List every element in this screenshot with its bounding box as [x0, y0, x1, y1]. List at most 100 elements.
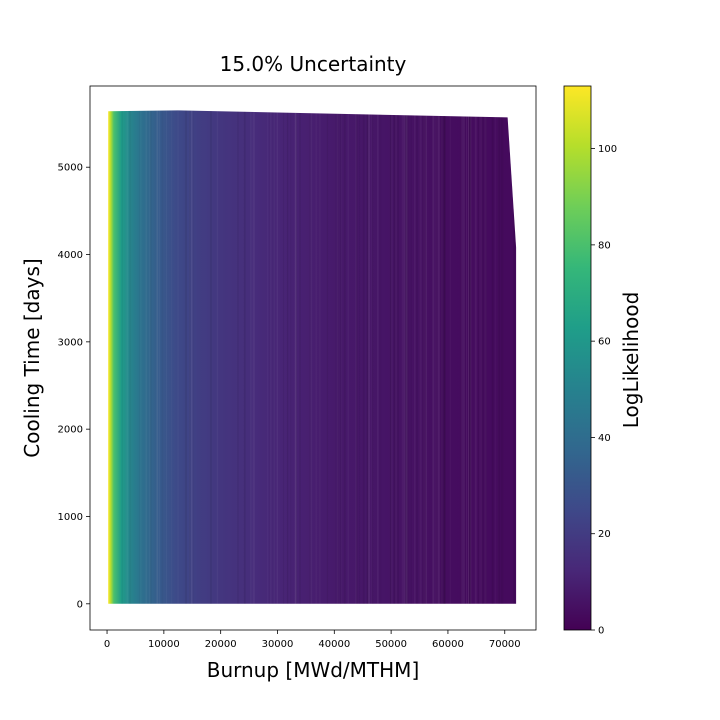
streak-texture [319, 86, 320, 630]
x-axis-label: Burnup [MWd/MTHM] [207, 658, 420, 682]
x-tick-label: 50000 [375, 639, 407, 650]
streak-texture [358, 110, 361, 604]
streak-texture [405, 86, 407, 630]
streak-texture [440, 86, 441, 630]
colorbar-gradient [563, 85, 592, 631]
streak-texture [299, 110, 301, 604]
streak-texture [339, 110, 342, 604]
streak-texture [481, 110, 484, 604]
streak-texture [435, 110, 437, 604]
streak-texture [309, 86, 311, 630]
streak-texture [362, 110, 365, 604]
streak-texture [392, 110, 394, 604]
streak-texture [469, 110, 471, 604]
y-axis: 0 1000 2000 3000 4000 5000 [58, 163, 90, 610]
streak-texture [267, 86, 268, 630]
x-tick-label: 0 [104, 639, 110, 650]
streak-texture [466, 110, 467, 604]
streak-texture [343, 110, 346, 604]
streak-texture [254, 110, 255, 604]
streak-texture [484, 110, 487, 604]
streak-texture [441, 110, 443, 604]
streak-texture [432, 110, 435, 604]
streak-texture [437, 110, 440, 604]
x-tick-label: 10000 [148, 639, 180, 650]
streak-texture [159, 110, 160, 604]
colorbar-tick-label: 80 [598, 240, 611, 251]
streak-texture [397, 110, 399, 604]
streak-texture [484, 110, 487, 604]
streak-texture [126, 86, 127, 630]
streak-texture [189, 110, 191, 604]
streak-texture [109, 86, 110, 630]
colorbar: 0 20 40 60 80 100 LogLikelihood [563, 85, 643, 637]
streak-texture [425, 110, 426, 604]
streak-texture [337, 86, 338, 630]
streak-texture [210, 110, 212, 604]
streak-texture [250, 110, 252, 604]
streak-texture [468, 110, 470, 604]
streak-texture [272, 86, 274, 630]
streak-texture [244, 110, 246, 604]
streak-texture [468, 110, 469, 604]
x-tick-label: 20000 [205, 639, 237, 650]
streak-texture [326, 110, 329, 604]
streak-texture [461, 110, 464, 604]
streak-texture [141, 86, 142, 630]
streak-texture [145, 110, 148, 604]
streak-texture [171, 86, 172, 630]
streak-texture [347, 110, 349, 604]
streak-texture [177, 110, 179, 604]
streak-texture [269, 86, 270, 630]
streak-texture [497, 110, 500, 604]
streak-texture [130, 110, 132, 604]
streak-texture [184, 110, 187, 604]
streak-texture [162, 86, 164, 630]
y-axis-label: Cooling Time [days] [20, 258, 44, 457]
likelihood-streaks [109, 86, 515, 630]
plot-area [89, 85, 537, 631]
streak-texture [414, 110, 416, 604]
streak-texture [295, 110, 297, 604]
likelihood-region [108, 110, 517, 604]
y-tick-label: 0 [77, 599, 83, 610]
colorbar-tick-label: 100 [598, 144, 617, 155]
streak-texture [425, 110, 428, 604]
streak-texture [158, 86, 159, 630]
streak-texture [372, 86, 373, 630]
colorbar-label: LogLikelihood [619, 292, 643, 429]
streak-texture [315, 110, 317, 604]
streak-texture [237, 110, 239, 604]
streak-texture [495, 86, 497, 630]
streak-texture [414, 110, 416, 604]
streak-texture [443, 110, 446, 604]
streak-texture [389, 110, 392, 604]
streak-texture [422, 110, 425, 604]
streak-texture [368, 110, 371, 604]
streak-texture [150, 110, 152, 604]
colorbar-tick-label: 40 [598, 433, 611, 444]
streak-texture [367, 110, 369, 604]
streak-texture [441, 110, 443, 604]
streak-texture [273, 110, 275, 604]
x-axis: 0 10000 20000 30000 40000 50000 60000 70000 [104, 630, 521, 650]
streak-texture [216, 110, 218, 604]
streak-texture [166, 86, 167, 630]
y-tick-label: 2000 [58, 425, 83, 436]
streak-texture [492, 86, 494, 630]
y-tick-label: 1000 [58, 512, 83, 523]
plot-frame [89, 85, 537, 631]
streak-texture [450, 86, 451, 630]
streak-texture [403, 110, 405, 604]
x-tick-label: 40000 [318, 639, 350, 650]
streak-texture [290, 110, 292, 604]
streak-texture [513, 110, 515, 604]
streak-texture [436, 110, 438, 604]
streak-texture [294, 110, 297, 604]
streak-texture [498, 86, 499, 630]
streak-texture [390, 86, 391, 630]
streak-texture [270, 86, 271, 630]
y-tick-label: 4000 [58, 250, 83, 261]
streak-texture [190, 110, 193, 604]
streak-texture [419, 86, 420, 630]
